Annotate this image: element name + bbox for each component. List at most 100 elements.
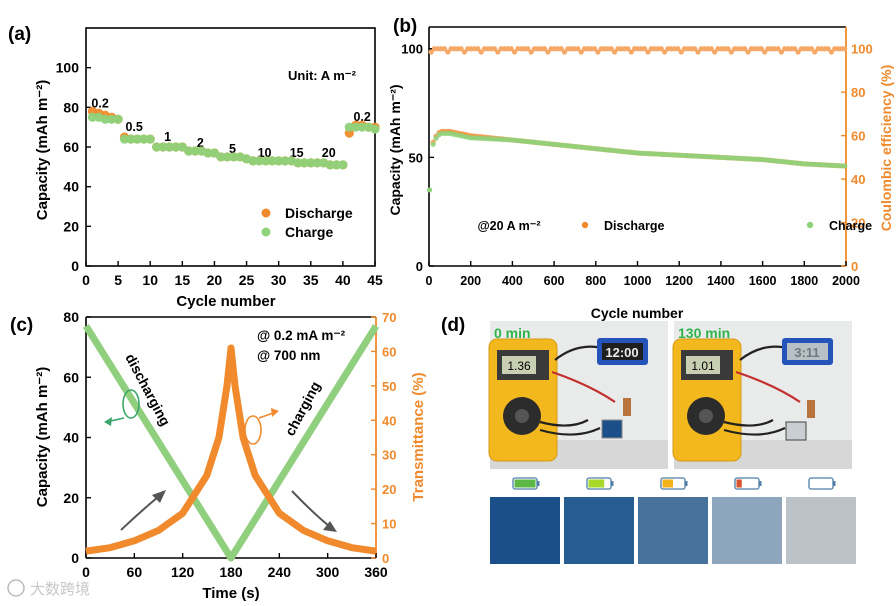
panel-a-x-tick-label: 5 [114, 272, 122, 288]
panel-b-point-ce [508, 46, 514, 52]
panel-c-fall-arrowhead [323, 521, 337, 532]
panel-a-x-tick-label: 30 [271, 272, 287, 288]
panel-a-points [87, 106, 380, 170]
panel-b-point-ce [625, 46, 631, 52]
panel-c-y2-tick-label: 70 [382, 310, 396, 325]
panel-b-y2-tick-label: 0 [851, 259, 858, 274]
panel-b-point-ce [762, 49, 768, 55]
panel-a-legend-discharge-marker [261, 208, 271, 218]
panel-b-point-ce [445, 49, 451, 55]
panel-a-point-charge [357, 122, 367, 132]
photo-0min: 1.36 12:00 0 min [488, 321, 668, 469]
panel-a-y-tick-label: 100 [56, 60, 80, 76]
panel-a-point-charge [222, 152, 232, 162]
panel-a-rate-label: 20 [322, 146, 336, 160]
panel-b-legend-charge-marker [806, 221, 814, 229]
clock-130min-display [787, 343, 828, 360]
panel-b-x-tick-label: 200 [460, 274, 481, 288]
panel-b-point-ce [695, 49, 701, 55]
panel-a-rate-label: 5 [229, 142, 236, 156]
panel-b-x-tick-label: 1000 [624, 274, 652, 288]
panel-c-y2-tick-label: 0 [382, 551, 389, 566]
panel-b-x-tick-label: 600 [544, 274, 565, 288]
panel-a-point-charge [119, 134, 130, 144]
panel-d-label: (d) [441, 315, 465, 336]
panel-b-point-ce [658, 46, 664, 52]
panel-a-point-charge [370, 124, 380, 134]
panel-c-ylabel: Capacity (mAh m⁻²) [34, 367, 51, 507]
panel-a-point-charge [100, 114, 110, 124]
sample-swatch [490, 497, 560, 564]
panel-b-point-ce [728, 49, 734, 55]
panel-b-x-tick-label: 2000 [832, 274, 860, 288]
panel-b-point-ce [441, 46, 448, 52]
panel-a-point-charge [184, 146, 194, 156]
battery-icon-terminal [759, 481, 762, 486]
panel-c-x-tick-label: 180 [219, 564, 243, 580]
panel-b-x-tick-label: 0 [426, 274, 433, 288]
panel-a-point-charge [312, 158, 322, 168]
panel-a-xlabel: Cycle number [176, 293, 275, 310]
battery-icon-terminal [611, 481, 614, 486]
panel-a-rate-label: 10 [258, 146, 272, 160]
panel-b-point-ce [558, 46, 564, 52]
panel-c-transmittance-callout [244, 415, 262, 445]
panel-a-point-charge [87, 112, 98, 122]
panel-b-x-ticks: 0 200 400 600 800 1000 1200 1400 1600 1800 2000 [426, 261, 860, 288]
panel-c-y2-tick-label: 50 [382, 379, 396, 394]
panel-b-point-ce [608, 46, 614, 52]
sample-swatch [786, 497, 856, 564]
panel-b-label: (b) [393, 16, 417, 37]
panel-a-rate-label: 2 [197, 136, 204, 150]
panel-b-x-tick-label: 400 [502, 274, 523, 288]
multimeter-0min-reading: 1.36 [507, 359, 531, 373]
panel-b-point-ce [808, 46, 814, 52]
panel-b-point-ce [725, 46, 731, 52]
panel-b-x-tick-label: 1200 [665, 274, 693, 288]
panel-a-y-ticks: 0 20 40 60 80 100 [56, 60, 91, 274]
panel-a-x-tick-label: 35 [303, 272, 319, 288]
panel-c-x-tick-label: 300 [316, 564, 340, 580]
panel-b-point-ce [595, 49, 601, 55]
panel-b-point-ce [678, 49, 684, 55]
multimeter-130min-display [686, 356, 720, 374]
panel-b-point-ce [541, 46, 548, 52]
panel-a-rate-labels: 0.2 0.5 1 2 5 10 15 20 0.2 [91, 96, 370, 160]
clock-130min-reading: 3:11 [794, 345, 819, 360]
panel-b-point-ce [712, 49, 718, 55]
panel-a-point-charge [152, 142, 162, 152]
panel-b-point-ce [692, 46, 698, 52]
panel-b-legend-discharge: Discharge [604, 219, 664, 233]
panel-c-rise-arrowhead [152, 490, 166, 503]
sample-swatch [564, 497, 634, 564]
panel-a-y-tick-label: 80 [63, 99, 79, 115]
panel-a-point-charge [164, 142, 175, 152]
panel-b-x-tick-label: 1600 [749, 274, 777, 288]
panel-c-y-tick-label: 0 [71, 550, 79, 566]
panel-c-y-tick-label: 20 [63, 490, 79, 506]
panel-b-x-tick-label: 1400 [707, 274, 735, 288]
panel-a-point-charge [158, 142, 168, 152]
panel-b-point-ce [461, 49, 468, 55]
panel-a-point-charge [293, 158, 303, 168]
panel-c-x-tick-label: 60 [127, 564, 143, 580]
panel-c-label: (c) [10, 315, 33, 336]
panel-a-y-tick-label: 0 [71, 258, 79, 274]
panel-b-ylabel: Capacity (mAh m⁻²) [387, 84, 403, 215]
panel-c-capacity-callout-arrowhead [104, 417, 112, 426]
panel-c-xlabel: Time (s) [202, 585, 259, 602]
panel-b-point-ce [525, 46, 531, 52]
clock-0min-display [602, 343, 643, 360]
panel-b-y-tick-label: 0 [416, 259, 423, 274]
panel-c-x-tick-label: 360 [364, 564, 388, 580]
watermark: 大数跨境 [7, 579, 90, 598]
panel-a-rate-label: 0.2 [353, 110, 370, 124]
panel-a-y-tick-label: 40 [63, 179, 79, 195]
panel-b-point-ce [792, 46, 798, 52]
panel-a-point-charge [190, 146, 200, 156]
panel-c-y2-tick-label: 20 [382, 482, 396, 497]
panel-b-point-ce [795, 49, 801, 55]
battery-icon-fill [736, 479, 742, 488]
panel-a-point-charge [126, 134, 136, 144]
panel-b-legend-prefix: @20 A m⁻² [477, 219, 540, 233]
